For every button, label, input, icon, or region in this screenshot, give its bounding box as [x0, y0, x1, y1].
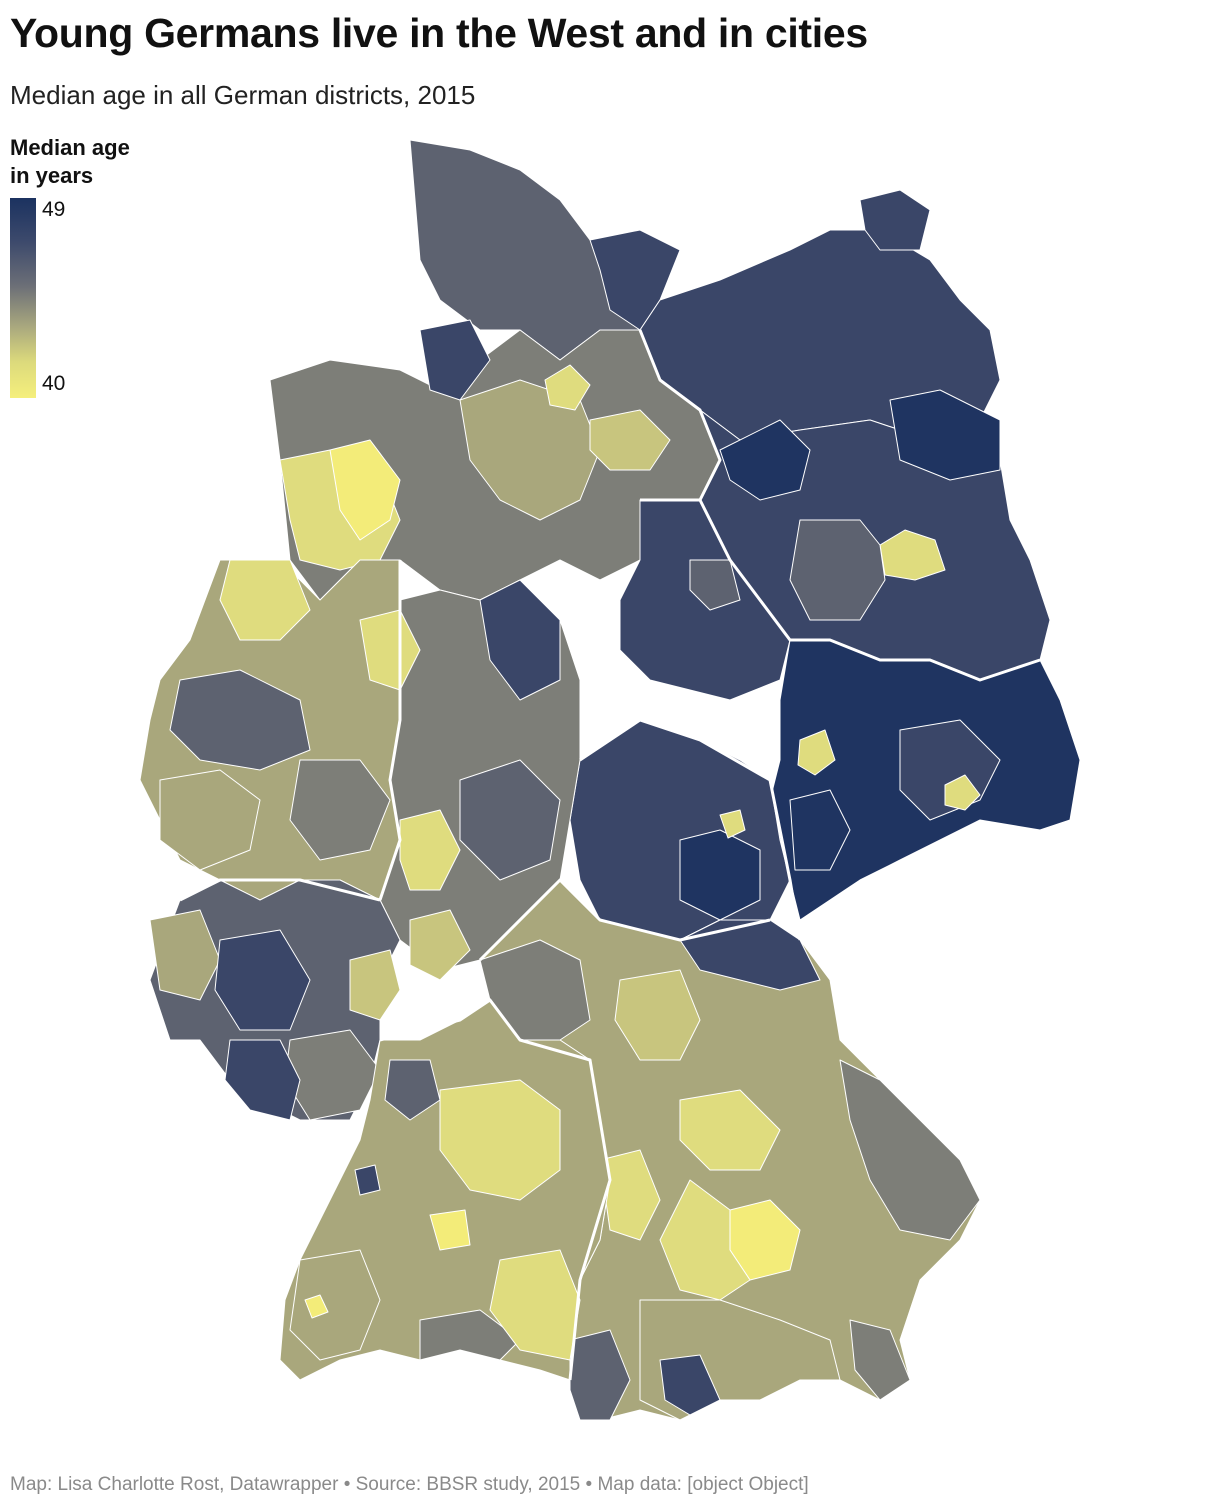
region-fulda[interactable]: [459, 759, 561, 881]
region-bielefeld[interactable]: [359, 609, 421, 691]
region-chemnitz-area[interactable]: [789, 789, 851, 871]
region-stuttgart[interactable]: [439, 1079, 561, 1201]
region-lueneburg[interactable]: [589, 409, 671, 471]
region-magdeburg[interactable]: [689, 559, 741, 611]
region-giessen[interactable]: [399, 809, 461, 891]
region-eifel[interactable]: [149, 909, 221, 1001]
region-havelland[interactable]: [789, 519, 886, 621]
region-kassel[interactable]: [479, 579, 561, 701]
region-garmisch[interactable]: [659, 1354, 721, 1416]
legend-color-scale: [10, 198, 36, 398]
legend-min-label: 40: [42, 372, 66, 395]
region-nuremberg[interactable]: [614, 969, 701, 1061]
legend-title-line2: in years: [10, 163, 94, 188]
region-munich-area[interactable]: [659, 1179, 751, 1301]
region-jena[interactable]: [719, 809, 746, 839]
region-uckermark[interactable]: [889, 389, 1001, 481]
legend-max-label: 49: [42, 198, 66, 221]
region-thuringia[interactable]: [569, 719, 791, 941]
region-hannover-area[interactable]: [459, 379, 601, 521]
region-sauerland[interactable]: [289, 759, 391, 861]
state-borders: [179, 329, 1041, 1381]
legend-title: Median age in years: [10, 134, 180, 190]
region-hamburg[interactable]: [544, 364, 591, 411]
region-cloppenburg[interactable]: [329, 439, 401, 541]
region-ruegen[interactable]: [859, 189, 931, 251]
region-tuebingen[interactable]: [429, 1209, 471, 1251]
region-mainz[interactable]: [349, 949, 401, 1021]
region-dresden[interactable]: [944, 774, 981, 811]
region-upper-franconia[interactable]: [679, 919, 821, 991]
region-prignitz[interactable]: [719, 419, 811, 501]
region-berlin[interactable]: [879, 529, 946, 581]
region-upper-swabia[interactable]: [489, 1249, 581, 1361]
region-freiburg[interactable]: [304, 1294, 329, 1319]
region-allgaeu[interactable]: [569, 1329, 631, 1421]
region-east-frisia[interactable]: [419, 319, 491, 401]
region-ruhr[interactable]: [169, 669, 311, 771]
footer-credit: Map: Lisa Charlotte Rost, Datawrapper • …: [10, 1474, 809, 1495]
region-leipzig[interactable]: [797, 729, 836, 776]
region-frankfurt[interactable]: [409, 909, 471, 981]
region-black-forest[interactable]: [289, 1249, 381, 1361]
region-cologne-bonn[interactable]: [159, 769, 261, 871]
page-subtitle: Median age in all German districts, 2015: [10, 80, 476, 110]
region-berchtesgaden[interactable]: [849, 1319, 911, 1401]
legend-title-line1: Median age: [10, 135, 130, 160]
region-ingolstadt[interactable]: [679, 1089, 781, 1171]
region-augsburg[interactable]: [599, 1149, 661, 1241]
region-lake-constance[interactable]: [419, 1309, 521, 1361]
page-title: Young Germans live in the West and in ci…: [10, 10, 868, 56]
region-karlsruhe[interactable]: [354, 1164, 381, 1196]
region-east-bavaria[interactable]: [839, 1059, 981, 1241]
region-thuringia-east[interactable]: [679, 829, 761, 921]
region-hunsrueck[interactable]: [214, 929, 311, 1031]
region-heidelberg[interactable]: [384, 1059, 441, 1121]
region-muenster[interactable]: [219, 559, 311, 641]
region-saarland[interactable]: [224, 1039, 301, 1121]
